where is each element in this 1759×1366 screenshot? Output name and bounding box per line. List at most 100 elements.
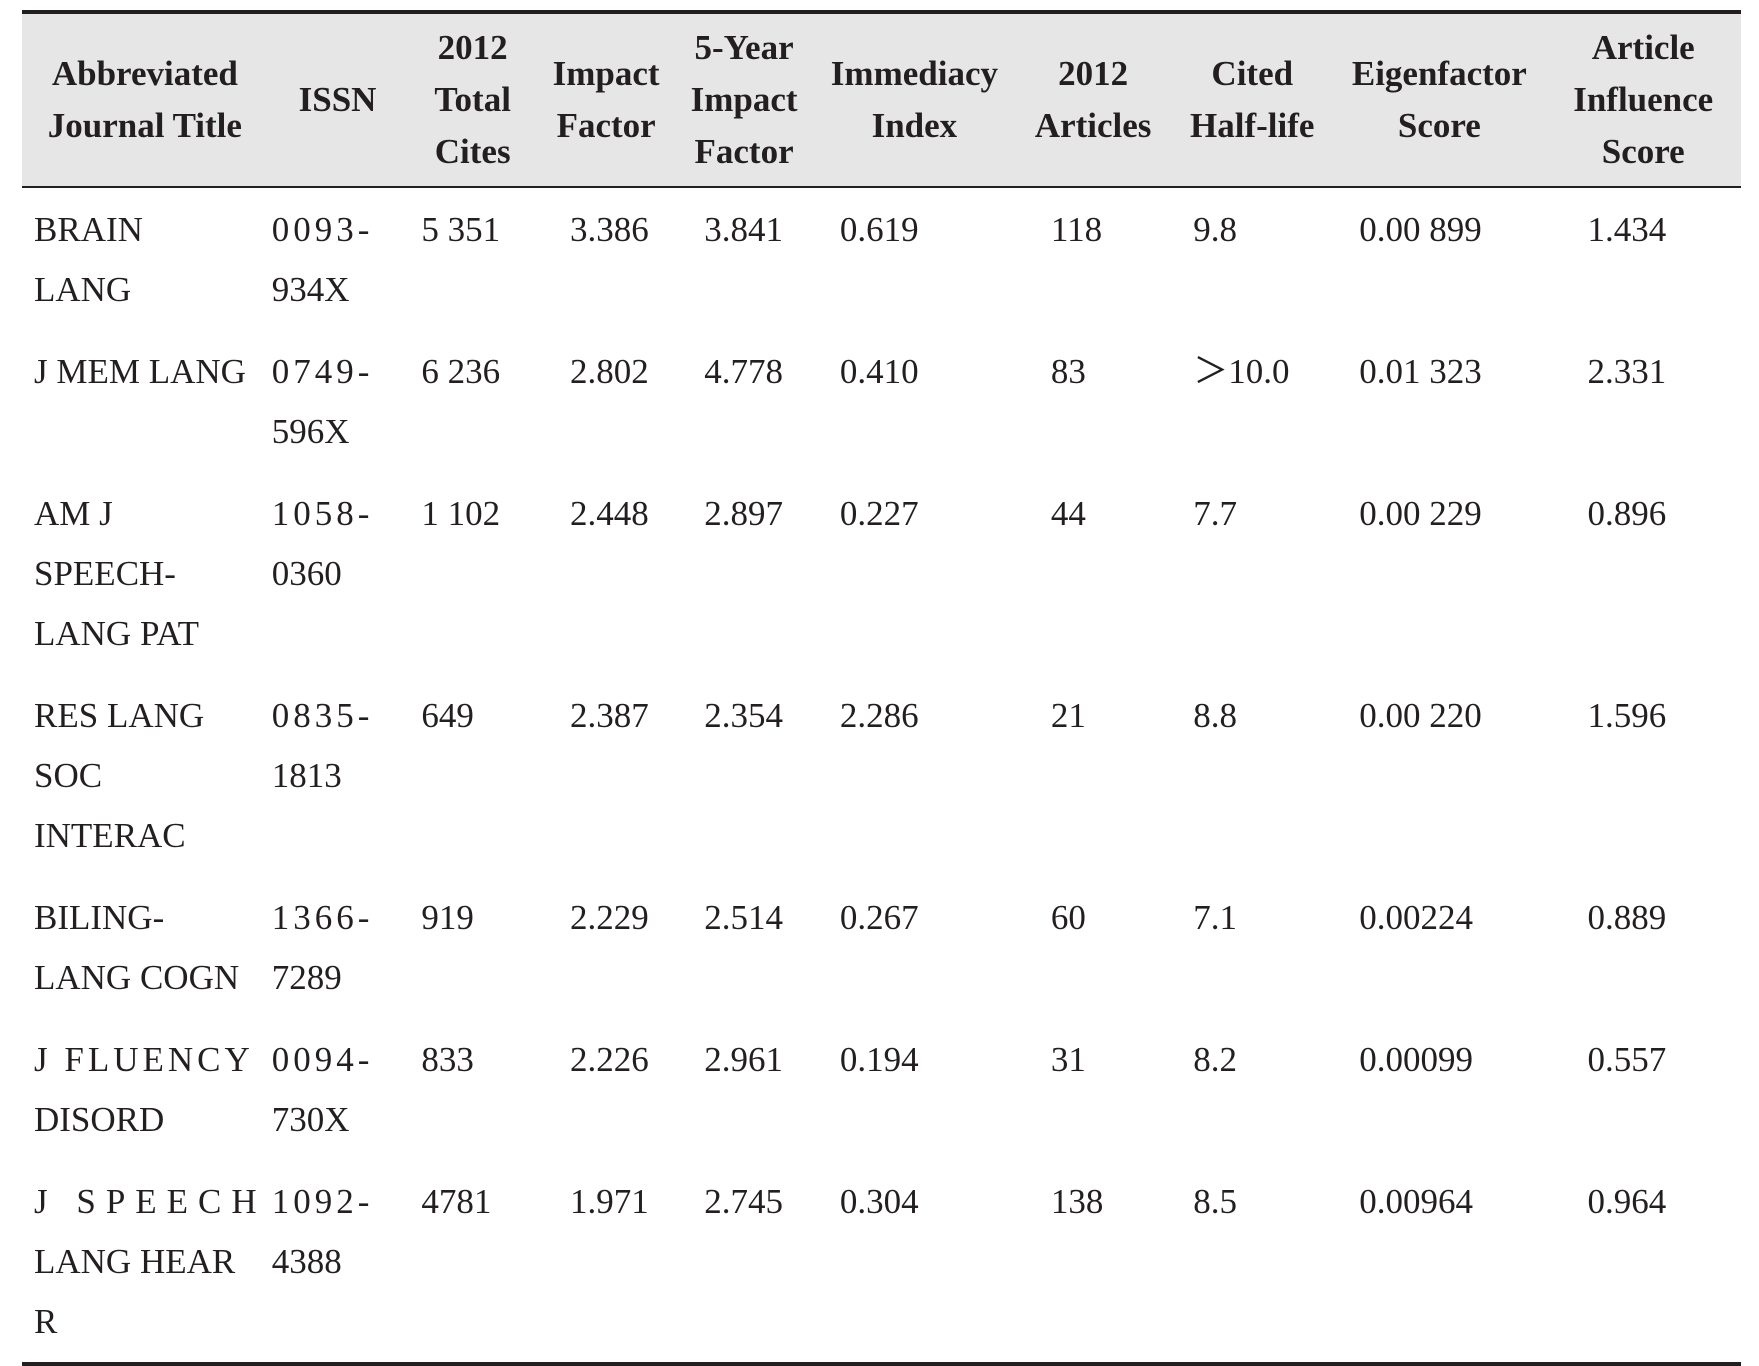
cell-eigenfactor-score: 0.00 899 — [1333, 187, 1545, 332]
cell-article-influence-score-value: 1.596 — [1587, 696, 1667, 735]
cell-impact-factor: 2.226 — [538, 1020, 674, 1162]
cell-cited-half-life-value: 7.1 — [1193, 898, 1238, 937]
cell-journal-title-line: J MEM LANG — [34, 352, 246, 391]
cell-total-cites-value: 4781 — [421, 1182, 492, 1221]
cell-journal-title-line: J SPEECH — [34, 1182, 267, 1221]
header-label-line: 2012 — [437, 28, 508, 67]
header-impact-factor: Impact Factor — [538, 10, 675, 188]
cell-five-year-impact-factor: 2.745 — [674, 1162, 814, 1366]
cell-cited-half-life: 8.2 — [1171, 1020, 1333, 1162]
cell-eigenfactor-score: 0.00 220 — [1333, 676, 1545, 878]
cell-article-influence-score-value: 2.331 — [1587, 352, 1667, 391]
cell-issn-line: 0835- — [271, 696, 374, 735]
cell-five-year-impact-factor: 2.514 — [674, 878, 814, 1020]
header-label-line: Eigenfactor — [1351, 54, 1527, 93]
cell-impact-factor-value: 2.229 — [570, 898, 649, 937]
cell-journal-title-line: BILING- — [34, 898, 165, 937]
cell-journal-title: AM J SPEECH- LANG PAT — [22, 474, 268, 676]
journal-metrics-table-container: Abbreviated Journal Title ISSN 2012 Total Cit… — [22, 10, 1741, 1366]
cell-journal-title: J MEM LANG — [22, 332, 268, 474]
cell-issn-line: 4388 — [271, 1242, 342, 1281]
cell-five-year-impact-factor-value: 2.897 — [704, 494, 784, 533]
cell-articles-value: 138 — [1050, 1182, 1104, 1221]
cell-total-cites: 833 — [407, 1020, 538, 1162]
cell-issn-line: 0093- — [271, 210, 374, 249]
cell-issn: 0835- 1813 — [268, 676, 408, 878]
cell-total-cites-value: 919 — [421, 898, 474, 937]
header-journal-title: Abbreviated Journal Title — [22, 10, 268, 188]
cell-journal-title-line: RES LANG — [34, 696, 205, 735]
cell-five-year-impact-factor-value: 2.961 — [704, 1040, 784, 1079]
header-label-line: 2012 — [1058, 54, 1129, 93]
cell-issn-line: 0749- — [271, 352, 374, 391]
cell-eigenfactor-score-value: 0.00099 — [1359, 1040, 1473, 1079]
header-label-line: Immediacy — [830, 54, 998, 93]
cell-total-cites-value: 833 — [421, 1040, 474, 1079]
header-eigenfactor-score: Eigenfactor Score — [1333, 10, 1546, 188]
table-body: BRAIN LANG 0093- 934X 5 351 3.386 3.841 0.619 11… — [22, 187, 1741, 1366]
header-label-line: Cited — [1211, 54, 1294, 93]
cell-immediacy-index: 0.227 — [814, 474, 1015, 676]
header-immediacy-index: Immediacy Index — [813, 10, 1015, 188]
cell-article-influence-score: 0.557 — [1545, 1020, 1741, 1162]
cell-issn-line: 934X — [271, 270, 350, 309]
cell-issn-line: 0094- — [271, 1040, 374, 1079]
cell-cited-half-life-value: 8.2 — [1193, 1040, 1238, 1079]
cell-journal-title-line: J FLUENCY — [34, 1040, 254, 1079]
cell-impact-factor: 2.229 — [538, 878, 674, 1020]
cell-article-influence-score-value: 0.557 — [1587, 1040, 1667, 1079]
header-cited-half-life: Cited Half-life — [1171, 10, 1334, 188]
cell-eigenfactor-score-value: 0.00224 — [1359, 898, 1473, 937]
cell-five-year-impact-factor-value: 4.778 — [704, 352, 784, 391]
header-label-line: Influence — [1573, 80, 1714, 119]
cell-five-year-impact-factor-value: 2.514 — [704, 898, 784, 937]
cell-article-influence-score: 1.596 — [1545, 676, 1741, 878]
cell-immediacy-index-value: 0.194 — [839, 1040, 919, 1079]
cell-immediacy-index: 2.286 — [814, 676, 1015, 878]
header-label-line: Abbreviated — [51, 54, 238, 93]
cell-five-year-impact-factor: 2.961 — [674, 1020, 814, 1162]
cell-five-year-impact-factor: 2.897 — [674, 474, 814, 676]
header-label-line: 5-Year — [694, 28, 794, 67]
cell-five-year-impact-factor-value: 3.841 — [704, 210, 784, 249]
header-article-influence-score: Article Influence Score — [1545, 10, 1741, 188]
cell-cited-half-life-value: 9.8 — [1193, 210, 1238, 249]
cell-issn: 1366- 7289 — [268, 878, 408, 1020]
cell-cited-half-life-value: 8.5 — [1193, 1182, 1238, 1221]
cell-journal-title-line: SPEECH- — [34, 554, 176, 593]
header-label-line: Cites — [434, 132, 511, 171]
cell-articles-value: 44 — [1050, 494, 1086, 533]
cell-article-influence-score: 0.896 — [1545, 474, 1741, 676]
cell-issn-line: 1058- — [271, 494, 374, 533]
cell-issn-line: 1813 — [271, 756, 342, 795]
cell-immediacy-index-value: 0.267 — [839, 898, 919, 937]
cell-cited-half-life: 8.8 — [1171, 676, 1333, 878]
cell-impact-factor: 3.386 — [538, 187, 674, 332]
cell-cited-half-life-value: 7.7 — [1193, 494, 1238, 533]
cell-journal-title-line: R — [34, 1302, 58, 1341]
cell-journal-title-line: AM J — [34, 494, 113, 533]
cell-impact-factor-value: 1.971 — [570, 1182, 649, 1221]
cell-immediacy-index: 0.194 — [814, 1020, 1015, 1162]
cell-total-cites: 1 102 — [407, 474, 538, 676]
cell-article-influence-score-value: 0.896 — [1587, 494, 1667, 533]
header-label-line: Factor — [556, 106, 656, 145]
table-row: J MEM LANG 0749- 596X 6 236 2.802 4.778 0.410 8… — [22, 332, 1741, 474]
header-label-line: Half-life — [1190, 106, 1315, 145]
cell-impact-factor: 1.971 — [538, 1162, 675, 1366]
cell-immediacy-index: 0.267 — [814, 878, 1015, 1020]
header-label-line: Articles — [1034, 106, 1152, 145]
header-label-line: Index — [871, 106, 958, 145]
header-label-line: Journal Title — [47, 106, 242, 145]
cell-eigenfactor-score: 0.01 323 — [1333, 332, 1545, 474]
cell-five-year-impact-factor: 4.778 — [674, 332, 814, 474]
cell-cited-half-life: 9.8 — [1171, 187, 1333, 332]
cell-journal-title: RES LANG SOC INTERAC — [22, 676, 268, 878]
cell-article-influence-score-value: 0.889 — [1587, 898, 1667, 937]
cell-article-influence-score-value: 1.434 — [1587, 210, 1667, 249]
cell-journal-title-line: LANG HEAR — [34, 1242, 236, 1281]
header-total-cites: 2012 Total Cites — [407, 10, 538, 188]
cell-immediacy-index-value: 0.304 — [839, 1182, 919, 1221]
cell-articles-value: 31 — [1050, 1040, 1086, 1079]
cell-total-cites-value: 5 351 — [421, 210, 501, 249]
